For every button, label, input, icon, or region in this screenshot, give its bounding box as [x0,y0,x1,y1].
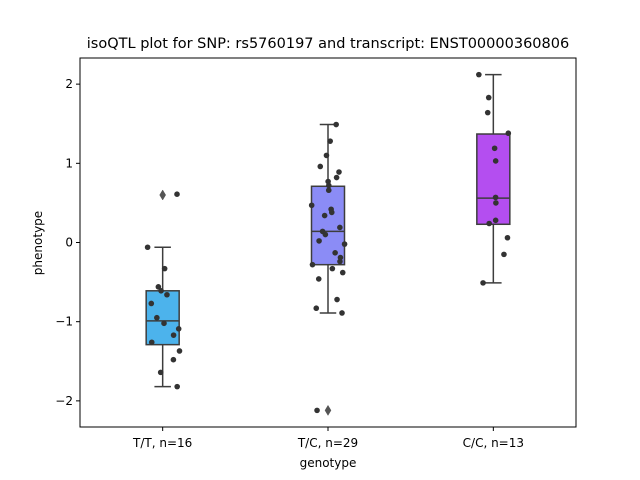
data-point [339,269,346,276]
data-point [501,251,507,258]
data-point [170,332,177,338]
data-point [492,194,499,201]
data-point [323,152,330,159]
box-group [308,121,348,416]
data-point [317,163,324,170]
data-point [334,296,340,303]
data-point [155,284,162,290]
y-tick-label: 2 [65,77,73,91]
data-point [325,182,332,189]
data-point [337,224,343,231]
data-point [161,320,167,327]
data-point [333,121,339,128]
y-tick-label: −1 [55,315,73,329]
data-point [476,71,482,78]
data-point [313,305,320,312]
data-point [332,249,338,256]
x-tick-label: T/C, n=29 [297,436,358,450]
data-point [148,339,155,346]
data-point [164,291,170,298]
data-point [176,348,183,354]
data-point [341,241,348,247]
data-point [325,187,332,194]
data-point [493,200,499,206]
data-point [492,158,499,164]
data-point [504,234,511,241]
data-point [315,276,322,282]
box-group [476,71,512,286]
data-point [328,209,335,216]
data-point [333,174,340,181]
data-point [174,383,180,390]
data-point [492,217,499,224]
data-point [144,244,151,251]
box-group [144,189,183,390]
outlier-marker [159,189,166,201]
data-point [336,169,342,175]
chart-title: isoQTL plot for SNP: rs5760197 and trans… [87,36,569,52]
data-point [158,288,164,294]
data-point [486,220,492,227]
x-tick-label: C/C, n=13 [463,436,524,450]
y-tick-label: 0 [65,236,73,250]
y-axis: −2 −1 0 1 2 [55,77,80,408]
data-point [148,300,155,307]
data-point [491,145,498,152]
data-point [322,231,329,238]
data-point [316,238,322,244]
data-point [309,261,316,268]
data-point [308,202,315,209]
data-point [321,212,328,219]
y-tick-label: 1 [65,156,73,170]
data-point [161,265,168,272]
data-point [327,138,333,144]
plot-groups [144,71,512,416]
data-point [329,265,336,272]
outlier-marker [324,404,332,416]
data-point [175,326,182,332]
data-point [480,280,486,286]
x-axis-label: genotype [300,456,357,470]
data-point [337,258,343,265]
data-point [174,191,180,197]
data-point [484,109,491,116]
x-axis: T/T, n=16 T/C, n=29 C/C, n=13 [132,427,524,450]
data-point [314,407,320,414]
data-point [339,310,345,316]
data-point [154,314,160,321]
data-point [505,130,512,137]
data-point [157,369,164,376]
y-axis-label: phenotype [31,211,45,275]
y-tick-label: −2 [55,394,73,408]
data-point [170,356,177,363]
x-tick-label: T/T, n=16 [132,436,192,450]
data-point [485,94,492,101]
